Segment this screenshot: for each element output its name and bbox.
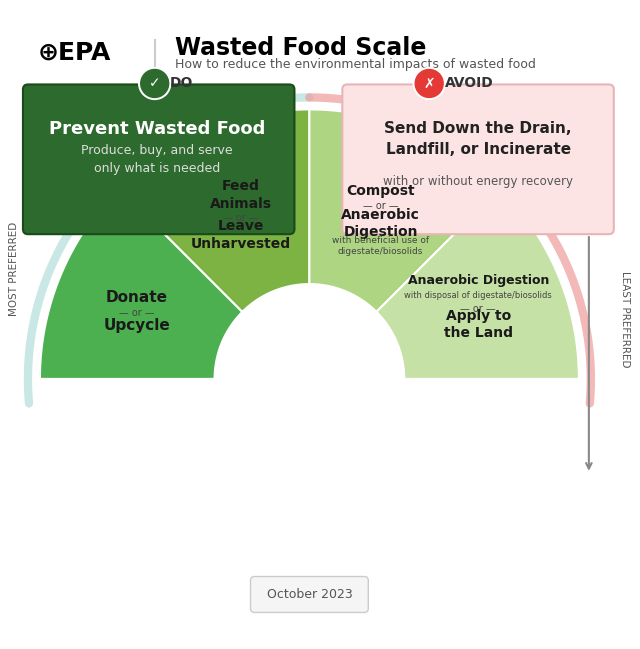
Polygon shape	[376, 188, 579, 379]
Text: — or —: — or —	[461, 304, 496, 313]
Circle shape	[415, 69, 443, 97]
Text: DO: DO	[170, 77, 193, 90]
Text: Apply to
the Land: Apply to the Land	[444, 309, 513, 340]
Text: How to reduce the environmental impacts of wasted food: How to reduce the environmental impacts …	[175, 58, 536, 71]
Text: Upcycle: Upcycle	[104, 318, 170, 333]
Text: Leave
Unharvested: Leave Unharvested	[191, 219, 291, 251]
Text: Prevent Wasted Food: Prevent Wasted Food	[49, 120, 265, 138]
Text: AVOID: AVOID	[445, 77, 494, 90]
Text: with or without energy recovery: with or without energy recovery	[383, 175, 573, 188]
Text: Donate: Donate	[106, 290, 168, 305]
Polygon shape	[309, 110, 500, 312]
Text: Send Down the Drain,
Landfill, or Incinerate: Send Down the Drain, Landfill, or Incine…	[385, 121, 572, 157]
Text: ⊕EPA: ⊕EPA	[38, 40, 111, 64]
Text: Feed
Animals: Feed Animals	[210, 179, 272, 211]
Text: ✓: ✓	[149, 77, 161, 90]
Polygon shape	[119, 110, 309, 312]
Text: ✗: ✗	[424, 77, 435, 90]
FancyBboxPatch shape	[23, 84, 294, 234]
Text: — or —: — or —	[363, 201, 398, 211]
Text: LEAST PREFERRED: LEAST PREFERRED	[620, 271, 630, 367]
Text: — or —: — or —	[223, 213, 259, 223]
Text: with disposal of digestate/biosolids: with disposal of digestate/biosolids	[404, 291, 552, 300]
Text: MOST PREFERRED: MOST PREFERRED	[9, 222, 19, 316]
Text: Produce, buy, and serve
only what is needed: Produce, buy, and serve only what is nee…	[81, 144, 232, 175]
Text: October 2023: October 2023	[266, 588, 352, 601]
Circle shape	[141, 69, 169, 97]
FancyBboxPatch shape	[342, 84, 614, 234]
Text: — or —: — or —	[119, 308, 154, 318]
Circle shape	[139, 67, 171, 99]
Text: Anaerobic Digestion: Anaerobic Digestion	[408, 275, 549, 288]
Circle shape	[413, 67, 445, 99]
Polygon shape	[40, 188, 243, 379]
Text: Wasted Food Scale: Wasted Food Scale	[175, 36, 426, 60]
FancyBboxPatch shape	[250, 576, 368, 613]
Text: with beneficial use of
digestate/biosolids: with beneficial use of digestate/biosoli…	[332, 236, 429, 256]
Text: Anaerobic
Digestion: Anaerobic Digestion	[341, 208, 420, 239]
Text: Compost: Compost	[346, 184, 415, 198]
